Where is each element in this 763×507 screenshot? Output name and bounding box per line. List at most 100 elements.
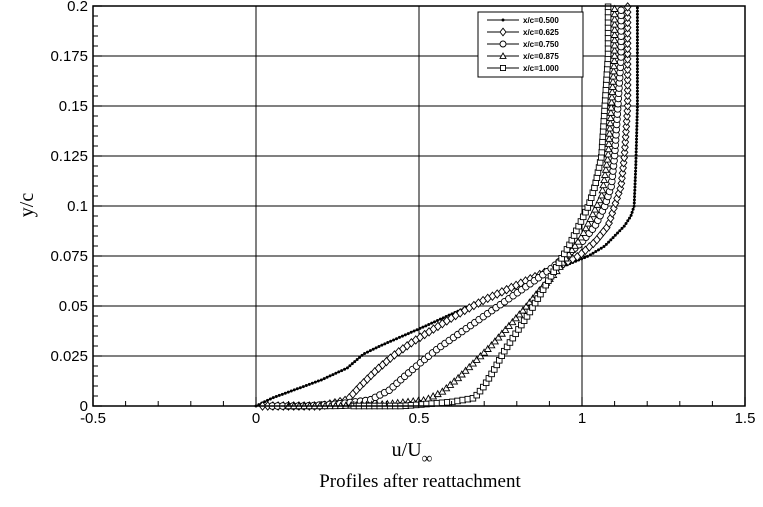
y-tick-label: 0.175 (50, 48, 88, 65)
data-point-star (265, 398, 269, 402)
data-point-star (635, 127, 639, 131)
data-point-star (310, 381, 314, 385)
y-tick-label: 0.075 (50, 248, 88, 265)
data-point-star (635, 121, 639, 125)
data-point-star (635, 51, 639, 55)
data-point-triangle (605, 129, 614, 137)
data-point-triangle (607, 92, 616, 101)
data-point-star (392, 338, 396, 342)
data-point-triangle (468, 359, 478, 367)
data-point-star (609, 238, 613, 242)
data-point-star (634, 156, 638, 160)
data-point-star (635, 86, 639, 90)
data-point-star (334, 371, 338, 375)
data-point-star (409, 330, 413, 334)
data-point-triangle (461, 366, 470, 374)
data-point-square (473, 391, 480, 399)
data-point-star (616, 231, 620, 235)
data-point-star (363, 351, 367, 355)
data-point-diamond (619, 157, 628, 168)
data-point-triangle (610, 35, 619, 44)
data-point-star (633, 175, 637, 179)
data-point-star (263, 400, 267, 404)
data-point-star (397, 335, 401, 339)
data-point-star (280, 392, 284, 396)
data-point-triangle (483, 344, 492, 352)
data-point-star (583, 256, 587, 260)
data-point-star (350, 362, 354, 366)
data-point-triangle (490, 337, 500, 345)
data-point-star (607, 240, 611, 244)
data-point-star (635, 102, 639, 106)
data-point-diamond (623, 59, 632, 69)
data-point-diamond (623, 54, 632, 64)
data-point-star (301, 385, 305, 389)
data-point-star (633, 195, 637, 199)
data-point-star (377, 344, 381, 348)
data-point-triangle (494, 333, 503, 341)
data-point-star (635, 115, 639, 119)
x-axis-title: u/U∞ (392, 439, 433, 467)
data-point-star (635, 44, 639, 48)
data-point-star (635, 28, 639, 32)
data-point-star (415, 328, 419, 332)
data-point-triangle (593, 200, 602, 208)
grid (93, 6, 745, 406)
data-point-star (635, 137, 639, 141)
data-point-star (435, 319, 439, 323)
data-point-diamond (623, 17, 632, 28)
data-point-star (313, 380, 317, 384)
data-point-triangle (610, 46, 619, 54)
data-point-diamond (623, 33, 632, 43)
legend-label: x/c=0.625 (523, 28, 559, 37)
data-point-diamond (618, 168, 627, 178)
data-point-triangle (607, 98, 616, 106)
data-point-star (635, 63, 639, 67)
data-point-star (635, 134, 639, 138)
data-point-star (635, 47, 639, 51)
data-point-triangle (522, 302, 531, 310)
data-point-star (626, 219, 630, 223)
data-point-square (500, 64, 507, 71)
data-point-star (412, 329, 416, 333)
data-point-star (358, 355, 362, 359)
data-point-star (406, 332, 410, 336)
data-point-diamond (623, 95, 632, 106)
x-tick-label: 0 (252, 410, 260, 427)
data-point-star (630, 210, 634, 214)
data-point-star (274, 395, 278, 399)
data-point-star (618, 229, 622, 233)
data-point-triangle (454, 373, 463, 382)
data-point-star (635, 12, 639, 16)
data-point-star (635, 38, 639, 42)
data-point-triangle (598, 185, 607, 194)
data-point-triangle (603, 155, 612, 163)
data-point-triangle (610, 4, 619, 12)
data-point-star (331, 373, 335, 377)
data-point-triangle (601, 165, 610, 173)
data-point-star (271, 396, 275, 400)
data-point-star (343, 367, 347, 371)
data-point-triangle (610, 25, 619, 33)
data-point-star (371, 347, 375, 351)
chart-caption: Profiles after reattachment (319, 471, 521, 492)
data-point-star (438, 317, 442, 321)
data-point-triangle (581, 223, 590, 232)
data-point-star (355, 358, 359, 362)
y-tick-label: 0.1 (67, 198, 88, 215)
data-point-star (602, 245, 606, 249)
data-point-triangle (610, 30, 619, 38)
data-point-triangle (497, 329, 507, 337)
x-axis-title-subscript: ∞ (422, 451, 433, 467)
data-point-triangle (608, 82, 617, 90)
data-point-star (424, 324, 428, 328)
data-point-star (298, 386, 302, 390)
data-point-diamond (623, 28, 632, 38)
data-point-star (635, 108, 639, 112)
data-point-triangle (606, 113, 615, 122)
data-point-star (594, 250, 598, 254)
data-point-star (403, 333, 407, 337)
series-circle (268, 6, 625, 410)
data-point-triangle (584, 219, 593, 227)
data-point-triangle (499, 52, 507, 59)
